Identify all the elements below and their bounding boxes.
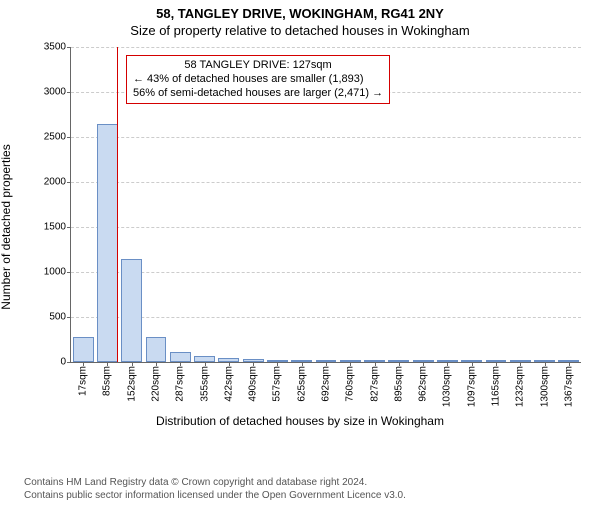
xtick-label: 355sqm bbox=[199, 366, 210, 402]
chart-title-main: 58, TANGLEY DRIVE, WOKINGHAM, RG41 2NY bbox=[0, 6, 600, 21]
xtick-label: 760sqm bbox=[345, 366, 356, 402]
xtick-label: 490sqm bbox=[248, 366, 259, 402]
histogram-bar bbox=[97, 124, 118, 363]
xtick-label: 152sqm bbox=[126, 366, 137, 402]
ytick-label: 3500 bbox=[44, 42, 71, 53]
chart-title-sub: Size of property relative to detached ho… bbox=[0, 23, 600, 38]
gridline-h bbox=[71, 272, 581, 273]
xtick-label: 17sqm bbox=[78, 366, 89, 396]
xtick-label: 287sqm bbox=[175, 366, 186, 402]
ytick-label: 2000 bbox=[44, 177, 71, 188]
annotation-line2: ← 43% of detached houses are smaller (1,… bbox=[133, 73, 383, 87]
ytick-label: 0 bbox=[60, 357, 71, 368]
ytick-label: 2500 bbox=[44, 132, 71, 143]
xtick-label: 962sqm bbox=[418, 366, 429, 402]
xtick-label: 1300sqm bbox=[539, 366, 550, 407]
histogram-bar bbox=[73, 337, 94, 362]
xtick-label: 422sqm bbox=[223, 366, 234, 402]
histogram-bar bbox=[146, 337, 167, 362]
marker-line bbox=[117, 47, 118, 362]
xtick-label: 1367sqm bbox=[563, 366, 574, 407]
footer-line2: Contains public sector information licen… bbox=[24, 490, 406, 503]
xtick-label: 1232sqm bbox=[515, 366, 526, 407]
xtick-label: 557sqm bbox=[272, 366, 283, 402]
annotation-line3: 56% of semi-detached houses are larger (… bbox=[133, 87, 383, 101]
gridline-h bbox=[71, 47, 581, 48]
ytick-label: 1500 bbox=[44, 222, 71, 233]
ytick-label: 1000 bbox=[44, 267, 71, 278]
xtick-label: 1097sqm bbox=[466, 366, 477, 407]
annotation-box: 58 TANGLEY DRIVE: 127sqm ← 43% of detach… bbox=[126, 55, 390, 104]
annotation-line1: 58 TANGLEY DRIVE: 127sqm bbox=[133, 59, 383, 73]
xtick-label: 85sqm bbox=[102, 366, 113, 396]
xtick-label: 1030sqm bbox=[442, 366, 453, 407]
footer-attribution: Contains HM Land Registry data © Crown c… bbox=[24, 477, 406, 502]
ytick-label: 500 bbox=[49, 312, 71, 323]
xtick-label: 692sqm bbox=[321, 366, 332, 402]
xtick-label: 625sqm bbox=[296, 366, 307, 402]
xtick-label: 895sqm bbox=[393, 366, 404, 402]
footer-line1: Contains HM Land Registry data © Crown c… bbox=[24, 477, 406, 490]
histogram-bar bbox=[121, 259, 142, 363]
gridline-h bbox=[71, 317, 581, 318]
gridline-h bbox=[71, 227, 581, 228]
chart-container: Number of detached properties 0500100015… bbox=[20, 42, 590, 412]
xtick-label: 220sqm bbox=[151, 366, 162, 402]
xtick-label: 827sqm bbox=[369, 366, 380, 402]
histogram-bar bbox=[170, 352, 191, 362]
plot-area: 050010001500200025003000350017sqm85sqm15… bbox=[70, 47, 581, 363]
gridline-h bbox=[71, 137, 581, 138]
ytick-label: 3000 bbox=[44, 87, 71, 98]
xtick-label: 1165sqm bbox=[491, 366, 502, 406]
gridline-h bbox=[71, 182, 581, 183]
y-axis-label: Number of detached properties bbox=[0, 144, 13, 309]
x-axis-label: Distribution of detached houses by size … bbox=[0, 414, 600, 428]
